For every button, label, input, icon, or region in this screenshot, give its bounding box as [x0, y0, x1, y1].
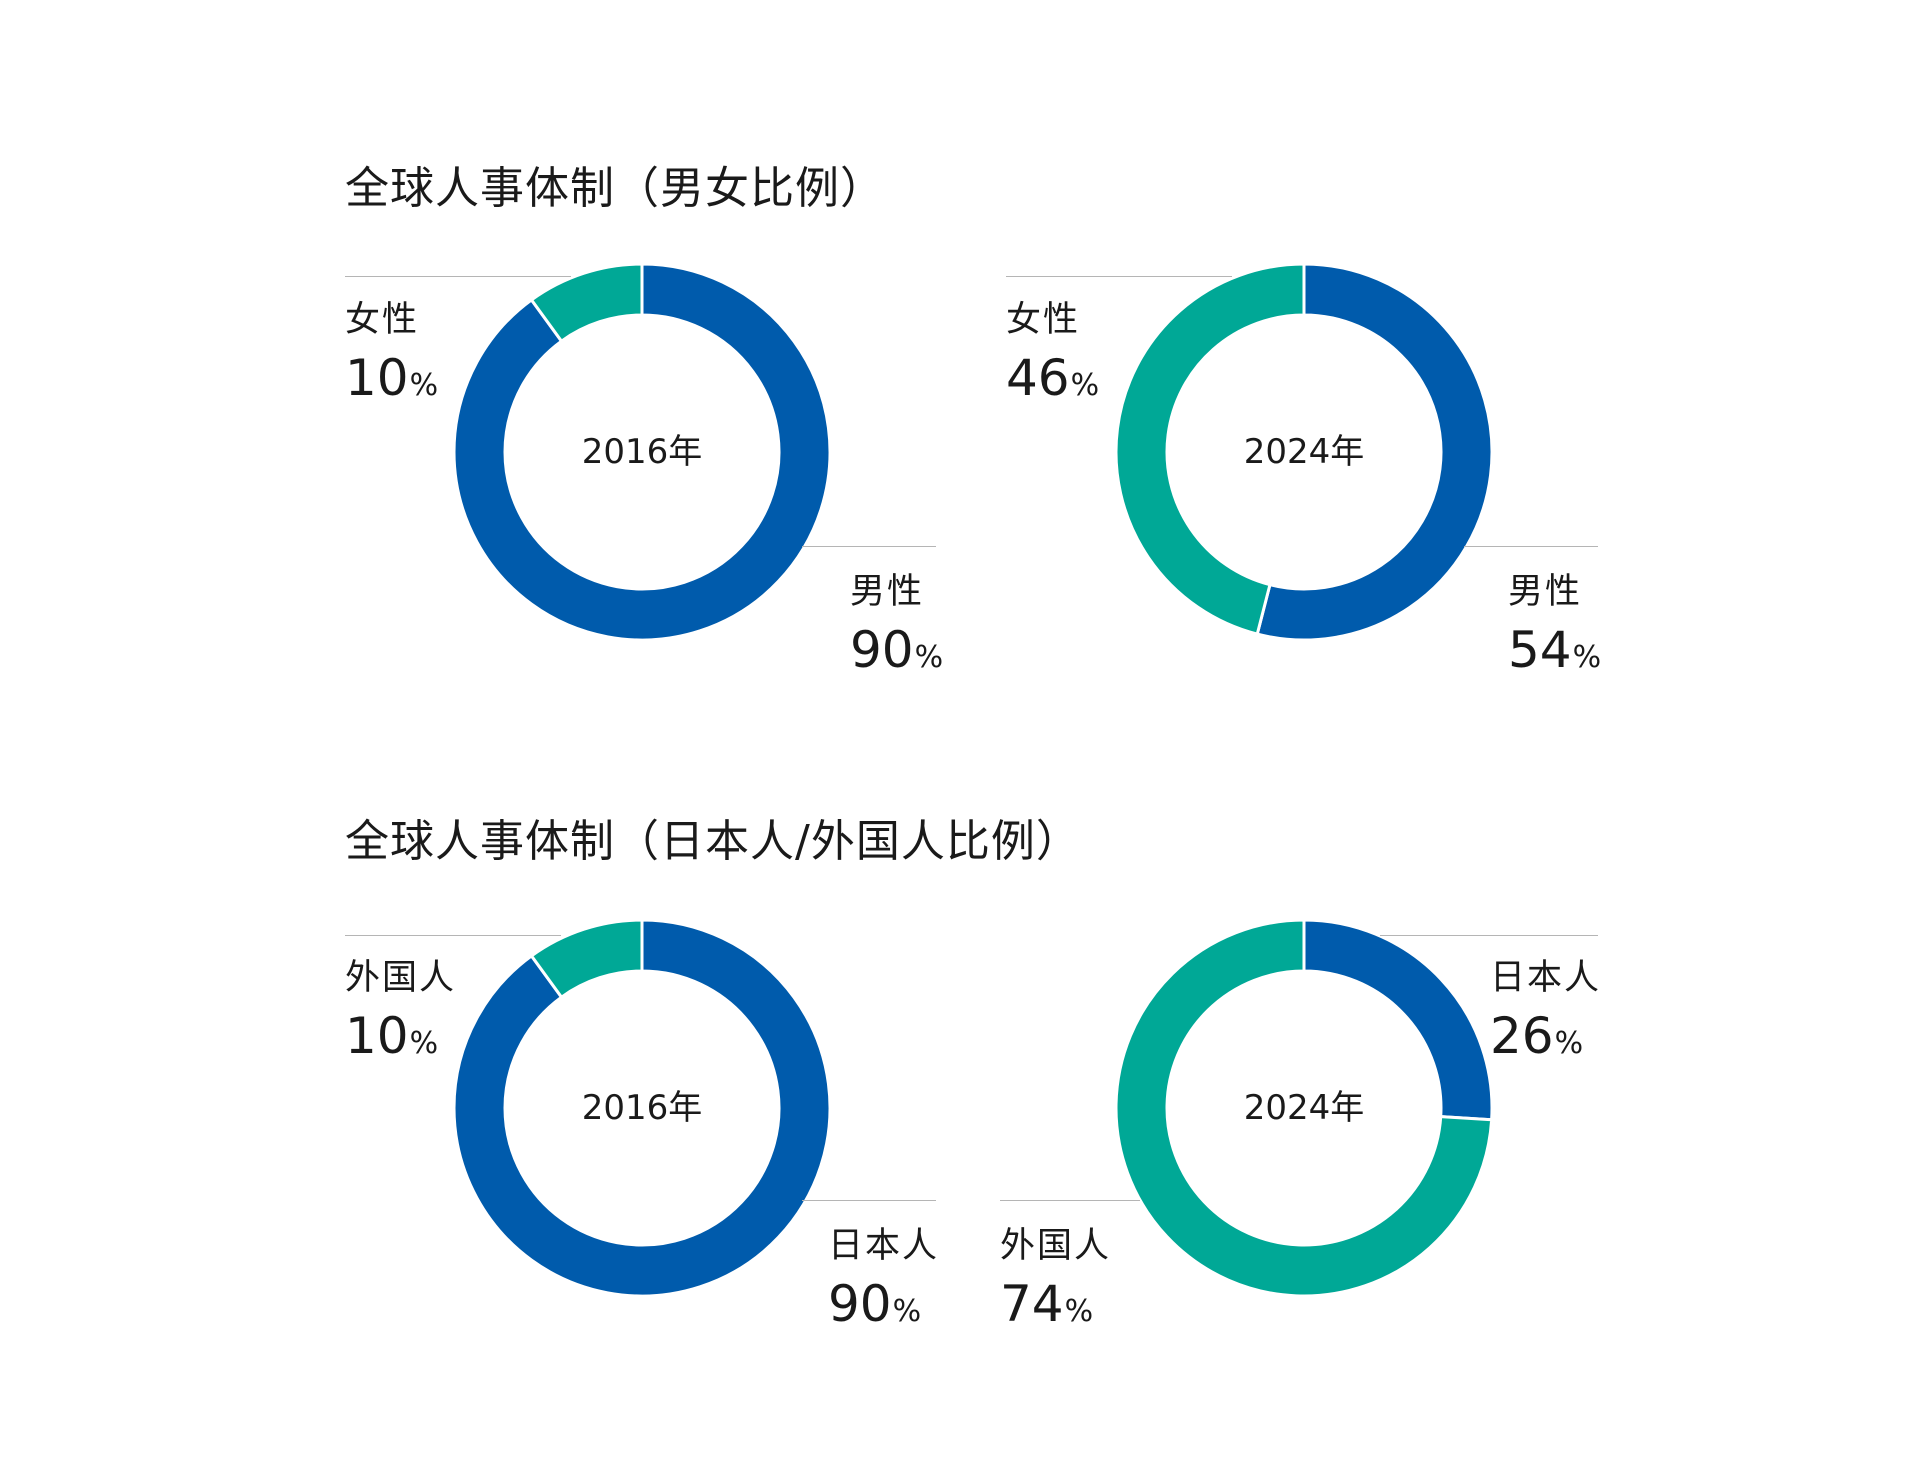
slice-value: 90%: [850, 621, 944, 679]
donut-chart-gender-2024: 2024年: [1114, 262, 1494, 642]
slice-label: 外国人: [345, 958, 457, 998]
donut-slice-1: [529, 262, 644, 344]
donut-svg: [452, 262, 832, 642]
slice-label: 日本人: [828, 1226, 940, 1266]
donut-chart-nationality-2016: 2016年: [452, 918, 832, 1298]
slice-value: 10%: [345, 349, 439, 407]
center-year-label: 2016年: [581, 1088, 703, 1128]
donut-svg: [452, 918, 832, 1298]
slice-value: 90%: [828, 1275, 922, 1333]
callout-female: 女性 10%: [345, 300, 438, 418]
leader-line: [1380, 935, 1598, 936]
leader-line: [802, 1200, 936, 1201]
leader-line: [802, 546, 936, 547]
callout-male: 男性 54%: [1508, 572, 1601, 690]
donut-chart-gender-2016: 2016年: [452, 262, 832, 642]
center-year-label: 2024年: [1243, 432, 1365, 472]
donut-svg: [1114, 918, 1494, 1298]
section-title-gender: 全球人事体制（男女比例）: [345, 163, 885, 214]
slice-label: 女性: [345, 300, 420, 340]
callout-female: 女性 46%: [1006, 300, 1099, 418]
donut-svg: [1114, 262, 1494, 642]
leader-line: [345, 276, 571, 277]
donut-slice-1: [1114, 262, 1306, 636]
callout-male: 男性 90%: [850, 572, 943, 690]
slice-value: 26%: [1490, 1007, 1584, 1065]
leader-line: [1006, 276, 1232, 277]
slice-value: 46%: [1006, 349, 1100, 407]
slice-label: 日本人: [1490, 958, 1602, 998]
donut-slice-1: [1114, 918, 1494, 1298]
slice-label: 女性: [1006, 300, 1081, 340]
center-year-label: 2016年: [581, 432, 703, 472]
callout-japanese: 日本人 26%: [1490, 958, 1601, 1076]
leader-line: [1000, 1200, 1140, 1201]
callout-japanese: 日本人 90%: [828, 1226, 939, 1344]
slice-label: 男性: [850, 572, 925, 612]
slice-value: 74%: [1000, 1275, 1094, 1333]
slice-value: 10%: [345, 1007, 439, 1065]
slice-label: 外国人: [1000, 1226, 1112, 1266]
donut-chart-nationality-2024: 2024年: [1114, 918, 1494, 1298]
leader-line: [345, 935, 561, 936]
donut-slice-1: [529, 918, 644, 1000]
donut-slice-0: [452, 262, 832, 642]
slice-label: 男性: [1508, 572, 1583, 612]
donut-slice-0: [1255, 262, 1494, 642]
callout-foreign: 外国人 74%: [1000, 1226, 1111, 1344]
section-title-nationality: 全球人事体制（日本人/外国人比例）: [345, 816, 1081, 867]
leader-line: [1464, 546, 1598, 547]
slice-value: 54%: [1508, 621, 1602, 679]
center-year-label: 2024年: [1243, 1088, 1365, 1128]
donut-slice-0: [452, 918, 832, 1298]
callout-foreign: 外国人 10%: [345, 958, 456, 1076]
